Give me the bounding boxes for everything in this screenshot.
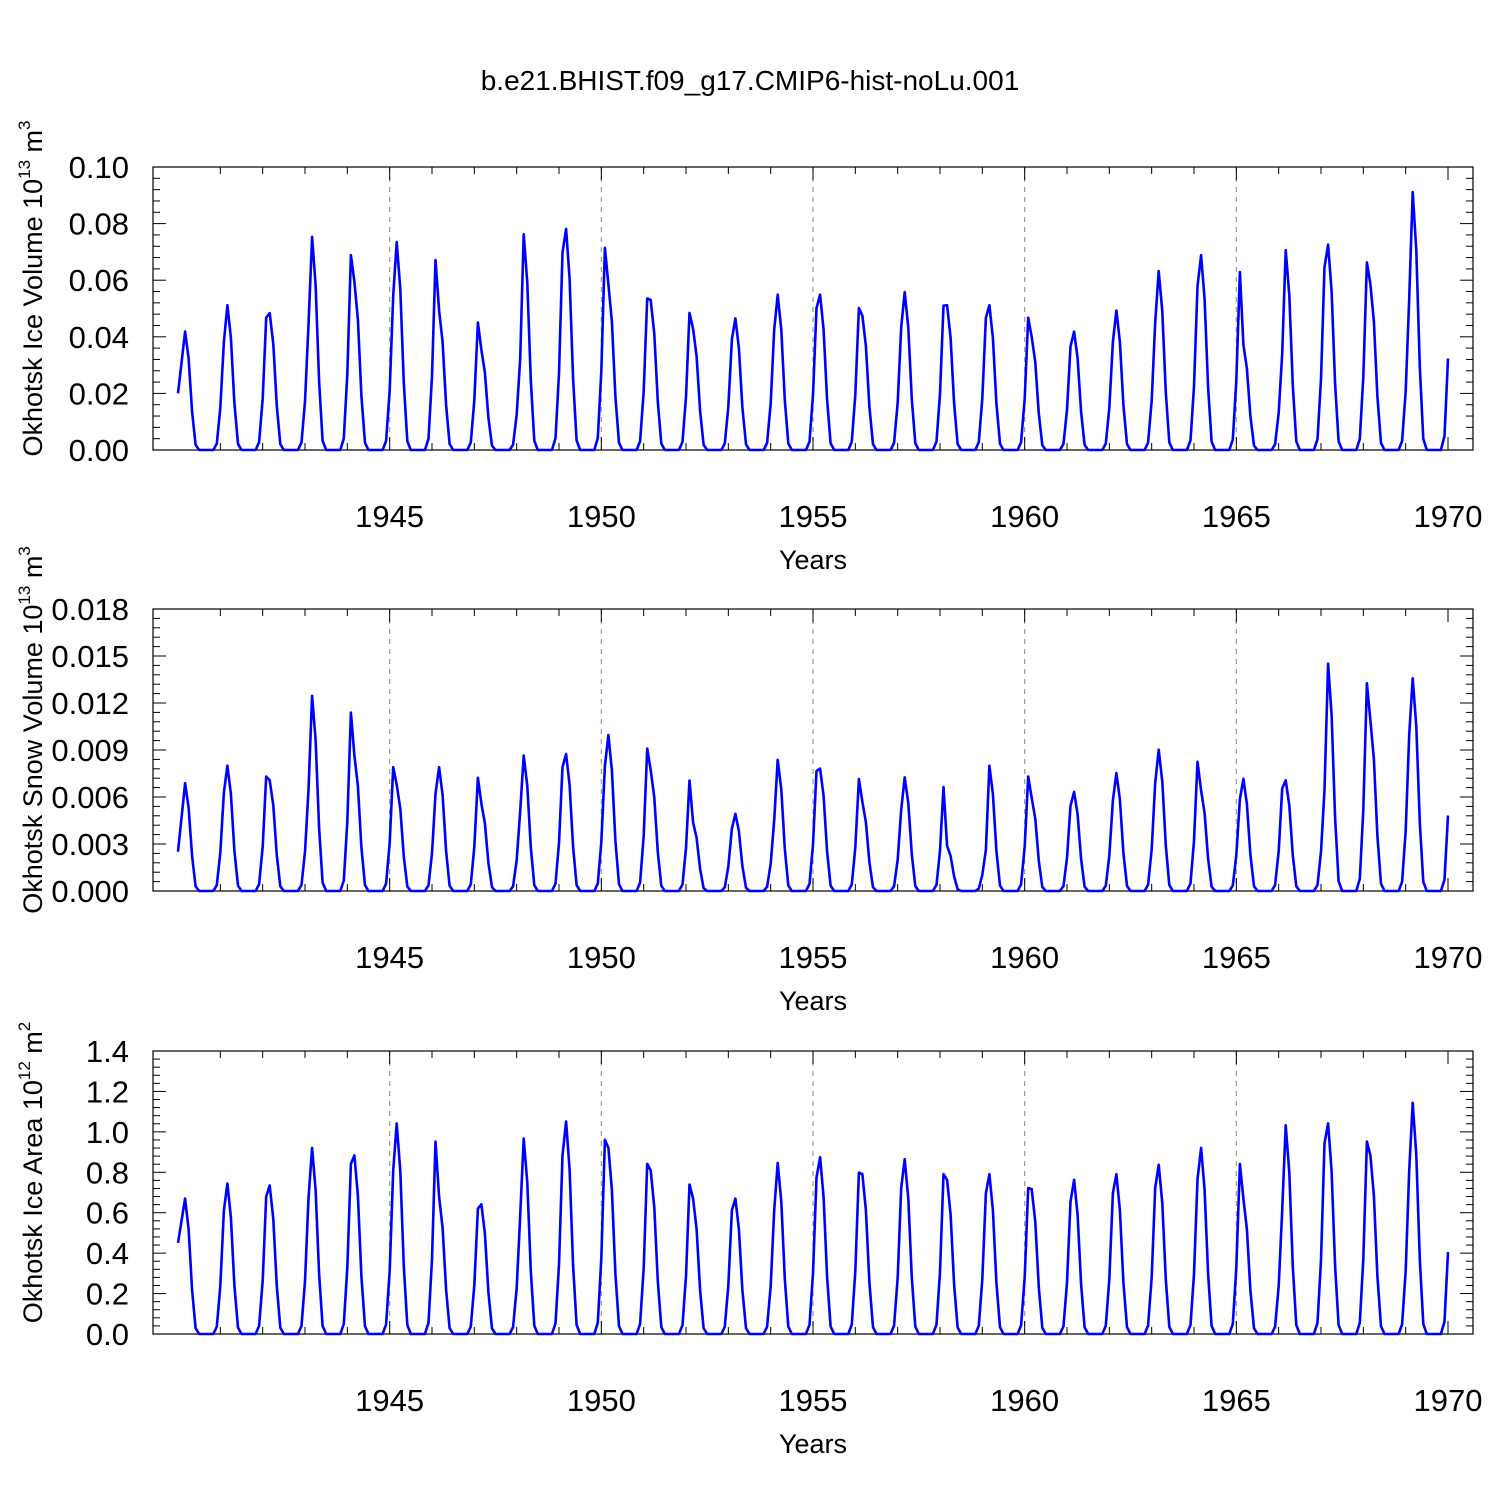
x-tick-label: 1960	[990, 499, 1059, 534]
panel-snow-volume: 0.000 0.003 0.006 0.009 0.012 0.015 0.018 1945 1…	[15, 546, 1482, 1016]
y-tick-label: 0.012	[51, 686, 129, 721]
y-tick-label: 0.04	[69, 320, 129, 355]
y-axis-label: Okhotsk Ice Area 1012 m2	[15, 1022, 48, 1324]
x-tick-label: 1970	[1414, 1383, 1483, 1418]
y-axis-label-unit: m	[18, 556, 48, 586]
x-tick-label: 1950	[567, 1383, 636, 1418]
y-tick-label: 0.6	[86, 1196, 129, 1231]
x-axis-label: Years	[779, 986, 847, 1016]
y-tick-label: 0.4	[86, 1236, 129, 1271]
plot-frame	[152, 608, 1474, 892]
y-axis-label-exp: 13	[15, 586, 34, 605]
y-tick-label: 0.06	[69, 263, 129, 298]
y-axis-label-main: Okhotsk Ice Area 10	[18, 1080, 48, 1323]
x-tick-label: 1945	[355, 499, 424, 534]
y-axis-label-unit-exp: 3	[15, 546, 34, 555]
y-tick-label: 0.015	[51, 639, 129, 674]
figure-title: b.e21.BHIST.f09_g17.CMIP6-hist-noLu.001	[481, 65, 1020, 96]
panel-ice-area: 0.0 0.2 0.4 0.6 0.8 1.0 1.2 1.4 1945 1950 1955 1960…	[15, 1022, 1482, 1459]
y-axis-label: Okhotsk Snow Volume 1013 m3	[15, 546, 48, 914]
y-tick-label: 0.08	[69, 207, 129, 242]
y-tick-label: 0.018	[51, 592, 129, 627]
y-tick-label: 0.0	[86, 1317, 129, 1352]
y-tick-label: 0.006	[51, 780, 129, 815]
y-tick-label: 0.8	[86, 1155, 129, 1190]
series-line	[176, 1101, 1450, 1336]
x-tick-label: 1960	[990, 1383, 1059, 1418]
x-tick-label: 1955	[779, 499, 848, 534]
x-tick-label: 1950	[567, 499, 636, 534]
x-axis-label: Years	[779, 545, 847, 575]
y-axis-label-unit: m	[18, 130, 48, 160]
y-axis-label-unit: m	[18, 1031, 48, 1061]
y-tick-label: 0.009	[51, 733, 129, 768]
x-tick-label: 1965	[1202, 940, 1271, 975]
panel-ice-volume: 0.00 0.02 0.04 0.06 0.08 0.10 1945 1950 1955 1960…	[15, 120, 1482, 575]
y-tick-label: 0.10	[69, 150, 129, 185]
y-tick-label: 1.4	[86, 1034, 129, 1069]
x-tick-label: 1955	[779, 940, 848, 975]
y-axis-label: Okhotsk Ice Volume 1013 m3	[15, 120, 48, 456]
y-axis-label-unit-exp: 3	[15, 120, 34, 129]
x-tick-label: 1965	[1202, 499, 1271, 534]
y-axis-label-main: Okhotsk Snow Volume 10	[18, 605, 48, 914]
plot-frame	[152, 1050, 1474, 1335]
y-axis-label-exp: 12	[15, 1061, 34, 1080]
y-tick-label: 0.2	[86, 1277, 129, 1312]
x-tick-label: 1965	[1202, 1383, 1271, 1418]
y-tick-label: 0.02	[69, 376, 129, 411]
y-axis-label-main: Okhotsk Ice Volume 10	[18, 179, 48, 457]
x-axis-label: Years	[779, 1429, 847, 1459]
y-tick-label: 1.0	[86, 1115, 129, 1150]
x-tick-label: 1955	[779, 1383, 848, 1418]
y-tick-label: 0.00	[69, 433, 129, 468]
x-tick-label: 1945	[355, 940, 424, 975]
x-tick-label: 1960	[990, 940, 1059, 975]
y-tick-label: 0.003	[51, 827, 129, 862]
x-tick-label: 1945	[355, 1383, 424, 1418]
x-tick-label: 1970	[1414, 499, 1483, 534]
y-axis-label-unit-exp: 2	[15, 1022, 34, 1031]
plot-frame	[152, 166, 1474, 451]
x-tick-label: 1970	[1414, 940, 1483, 975]
y-axis-label-exp: 13	[15, 160, 34, 179]
y-tick-label: 0.000	[51, 874, 129, 909]
series-line	[176, 662, 1450, 893]
y-tick-label: 1.2	[86, 1074, 129, 1109]
x-tick-label: 1950	[567, 940, 636, 975]
series-line	[176, 190, 1450, 452]
